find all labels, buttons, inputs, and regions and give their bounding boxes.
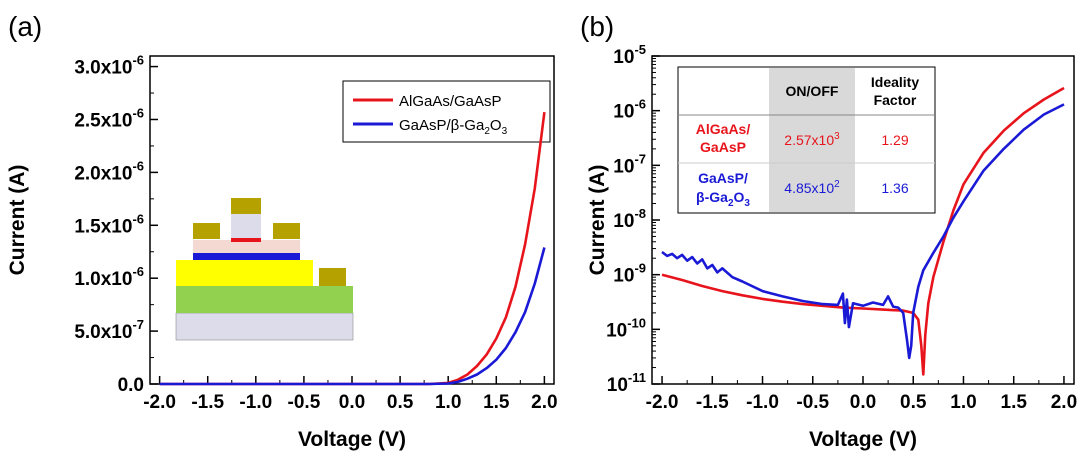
table-row2-ideality: 1.36 xyxy=(881,180,908,196)
y-tick-label: 1.5x10-6 xyxy=(74,211,144,237)
panel-a-x-tick-labels: -2.0 -1.5 -1.0 -0.5 0.0 0.5 1.0 1.5 2.0 xyxy=(143,392,557,413)
red-layer xyxy=(231,238,261,242)
legend-entry-algaas: AlGaAs/GaAsP xyxy=(399,93,502,110)
table-row1-ideality: 1.29 xyxy=(881,132,908,148)
table-row1-label-line2: GaAsP xyxy=(700,139,746,155)
device-structure-inset xyxy=(176,198,353,340)
y-tick-label: 10-6 xyxy=(613,97,646,123)
x-tick-label: -0.5 xyxy=(288,392,321,413)
y-tick-label: 10-11 xyxy=(607,370,646,396)
table-row2-label-line1: GaAsP/ xyxy=(698,170,748,186)
mesa-layer xyxy=(231,214,261,238)
x-tick-label: -1.0 xyxy=(746,392,779,413)
top-contact xyxy=(231,198,261,214)
x-tick-label: 1.0 xyxy=(950,392,976,413)
y-tick-label: 10-8 xyxy=(613,206,646,232)
x-tick-label: -2.0 xyxy=(646,392,679,413)
y-tick-label: 2.5x10-6 xyxy=(74,105,144,131)
x-tick-label: -1.5 xyxy=(191,392,224,413)
y-tick-label: 10-10 xyxy=(606,315,646,341)
x-tick-label: 0.5 xyxy=(900,392,927,413)
table-row1-onoff: 2.57x103 xyxy=(784,131,840,148)
x-tick-label: 0.5 xyxy=(387,392,414,413)
table-row1-label-line1: AlGaAs/ xyxy=(696,121,751,137)
x-tick-label: 1.5 xyxy=(1001,392,1028,413)
y-tick-label: 2.0x10-6 xyxy=(74,158,144,184)
table-row2-onoff: 4.85x102 xyxy=(784,179,840,196)
table-header-factor: Factor xyxy=(874,92,917,108)
green-layer xyxy=(176,286,353,313)
panel-b-y-tick-labels: 10-11 10-10 10-9 10-8 10-7 10-6 10-5 xyxy=(606,42,646,396)
left-contact xyxy=(193,223,220,239)
y-tick-label: 0.0 xyxy=(118,375,144,396)
panel-label-a: (a) xyxy=(8,11,42,42)
panel-b-x-axis-label: Voltage (V) xyxy=(809,428,917,451)
performance-table: ON/OFF Ideality Factor AlGaAs/ GaAsP 2.5… xyxy=(678,67,935,213)
right-contact xyxy=(273,223,300,239)
x-tick-label: -2.0 xyxy=(143,392,176,413)
table-header-ideality: Ideality xyxy=(871,74,919,90)
y-tick-label: 10-9 xyxy=(613,261,646,287)
x-tick-label: -0.5 xyxy=(796,392,829,413)
y-tick-label: 5.0x10-7 xyxy=(74,317,144,343)
x-tick-label: 2.0 xyxy=(1051,392,1077,413)
x-tick-label: 0.0 xyxy=(850,392,876,413)
y-tick-label: 10-7 xyxy=(613,151,646,177)
x-tick-label: -1.0 xyxy=(239,392,272,413)
x-tick-label: 2.0 xyxy=(531,392,557,413)
y-tick-label: 3.0x10-6 xyxy=(74,53,144,79)
table-header-onoff: ON/OFF xyxy=(786,83,839,99)
substrate-layer xyxy=(176,313,353,340)
y-tick-label: 10-5 xyxy=(613,42,646,68)
y-tick-label: 1.0x10-6 xyxy=(74,264,144,290)
yellow-layer xyxy=(176,260,313,286)
panel-a-y-tick-labels: 0.0 5.0x10-7 1.0x10-6 1.5x10-6 2.0x10-6 2.5x1… xyxy=(74,53,144,396)
panel-b-chart: -2.0 -1.5 -1.0 -0.5 0.0 0.5 1.0 1.5 2.0 10-1110-… xyxy=(586,42,1077,451)
x-tick-label: -1.5 xyxy=(696,392,729,413)
panel-label-b: (b) xyxy=(580,11,614,42)
x-tick-label: 0.0 xyxy=(339,392,365,413)
panel-a-x-axis-label: Voltage (V) xyxy=(298,428,406,451)
panel-a-legend: AlGaAs/GaAsP GaAsP/β-Ga2O3 xyxy=(343,81,550,142)
side-contact xyxy=(319,268,346,286)
blue-layer xyxy=(193,253,300,260)
panel-b-y-axis-label: Current (A) xyxy=(586,165,609,276)
x-tick-label: 1.0 xyxy=(435,392,461,413)
panel-a-y-axis-label: Current (A) xyxy=(6,165,29,276)
panel-b-x-tick-labels: -2.0 -1.5 -1.0 -0.5 0.0 0.5 1.0 1.5 2.0 xyxy=(646,392,1077,413)
x-tick-label: 1.5 xyxy=(483,392,510,413)
panel-a-chart: -2.0 -1.5 -1.0 -0.5 0.0 0.5 1.0 1.5 2.0 0.0 5.0x1… xyxy=(6,53,558,451)
